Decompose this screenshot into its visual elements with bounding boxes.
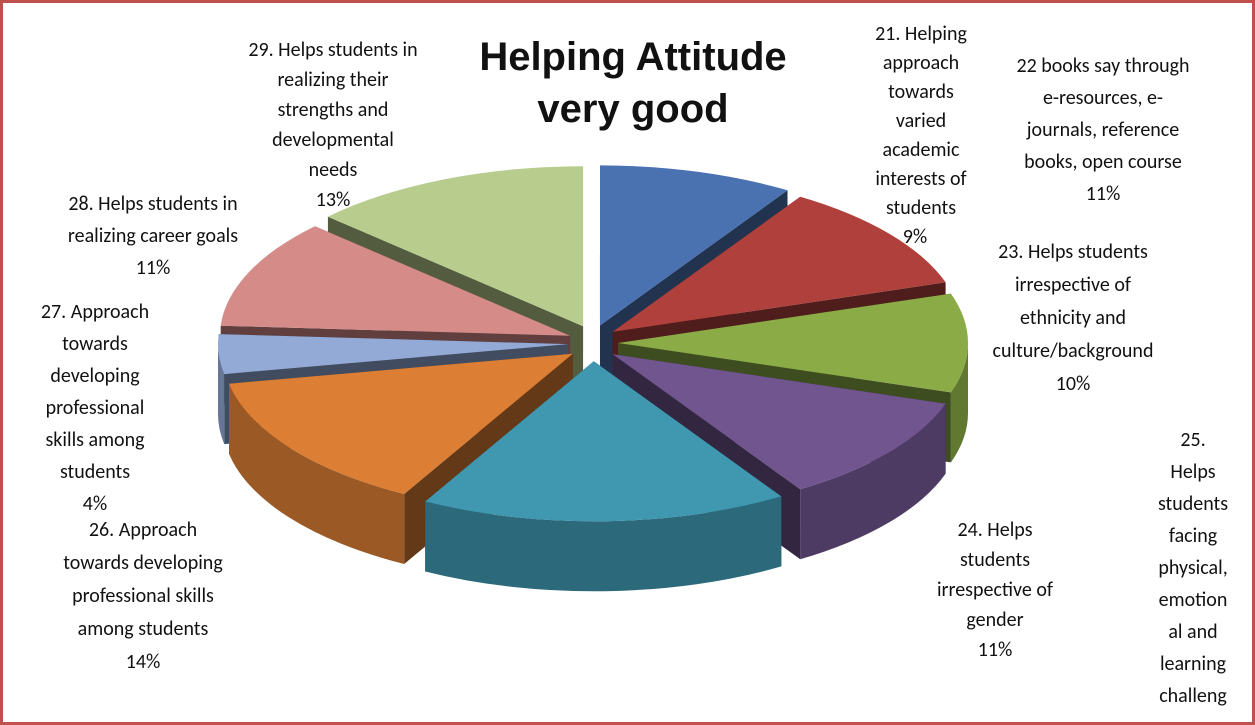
slice-label: developing	[50, 364, 140, 388]
slice-label: students	[886, 196, 956, 220]
slice-label: ethnicity and	[1020, 306, 1126, 330]
value-label: 14%	[126, 650, 161, 674]
chart: 21. Helping approach towards varied academic…	[41, 22, 1228, 708]
slice-label: learning	[1160, 652, 1227, 676]
value-label: 13%	[316, 188, 351, 212]
slice-label: 27. Approach	[41, 300, 149, 324]
slice-label: approach	[883, 51, 959, 75]
pie-slice	[327, 166, 584, 327]
slice-label: towards developing	[63, 551, 223, 575]
slice-label: emotion	[1159, 588, 1228, 612]
slice-label: physical,	[1158, 556, 1227, 580]
pie-slice	[618, 293, 968, 393]
slice-label: irrespective of	[1015, 273, 1131, 297]
slice-label: journals, reference	[1026, 118, 1179, 142]
slice-label: interests of	[875, 167, 966, 191]
slice-label: 24. Helps	[957, 518, 1032, 542]
value-label: 4%	[83, 492, 107, 516]
slice-label: students	[960, 548, 1030, 572]
slice-label: among students	[78, 617, 209, 641]
value-label: 10%	[1056, 372, 1091, 396]
value-label: 11%	[978, 638, 1013, 662]
slice-label: needs	[309, 158, 358, 182]
slice-label: academic	[883, 138, 960, 162]
slice-label: Helps	[1170, 460, 1215, 484]
pie-slice	[220, 226, 571, 336]
pie-slice-side	[800, 403, 946, 560]
slice-label: books, open course	[1024, 150, 1182, 174]
value-label: 11%	[1086, 182, 1121, 206]
pie-slice-side	[950, 343, 968, 463]
pie-slice-side	[425, 496, 782, 592]
pie-slice	[612, 196, 946, 332]
value-label: 9%	[903, 225, 927, 249]
slice-label: towards	[62, 332, 128, 356]
pie-slice	[229, 353, 573, 494]
slice-label: 22 books say through	[1016, 54, 1189, 78]
slice-label: 25.	[1180, 428, 1205, 452]
slice-label: irrespective of	[937, 578, 1053, 602]
pie-slice	[218, 334, 569, 375]
slice-label: skills among	[45, 428, 145, 452]
chart-title: Helping Attitude very good	[479, 35, 787, 131]
slice-label: towards	[888, 80, 954, 104]
slice-label: varied	[896, 109, 946, 133]
slice-label: al and	[1168, 620, 1217, 644]
slice-label: developmental	[272, 128, 394, 152]
pie-slice	[425, 361, 782, 522]
slice-label: 21. Helping	[875, 22, 967, 46]
slice-label: 28. Helps students in	[68, 192, 237, 216]
pie-slice-side	[229, 383, 405, 564]
slice-label: e-resources, e-	[1043, 86, 1163, 110]
slice-label: professional skills	[72, 584, 214, 608]
slice-label: students	[1158, 492, 1228, 516]
pie-slice-side	[218, 344, 225, 445]
pie-slice	[612, 354, 946, 490]
value-label: 11%	[136, 256, 171, 280]
slice-label: realizing their	[277, 68, 388, 92]
slice-label: students	[60, 460, 130, 484]
slice-label: realizing career goals	[68, 224, 238, 248]
slice-label: 23. Helps students	[998, 240, 1148, 264]
slice-label: strengths and	[278, 98, 389, 122]
slice-label: 29. Helps students in	[248, 38, 417, 62]
slice-label: culture/background	[993, 339, 1154, 363]
slice-label: 26. Approach	[89, 518, 197, 542]
slice-label: gender	[966, 608, 1023, 632]
pie-slice	[599, 165, 788, 326]
slice-label: challeng	[1159, 684, 1227, 708]
slice-label: facing	[1169, 524, 1218, 548]
slice-label: professional	[46, 396, 145, 420]
